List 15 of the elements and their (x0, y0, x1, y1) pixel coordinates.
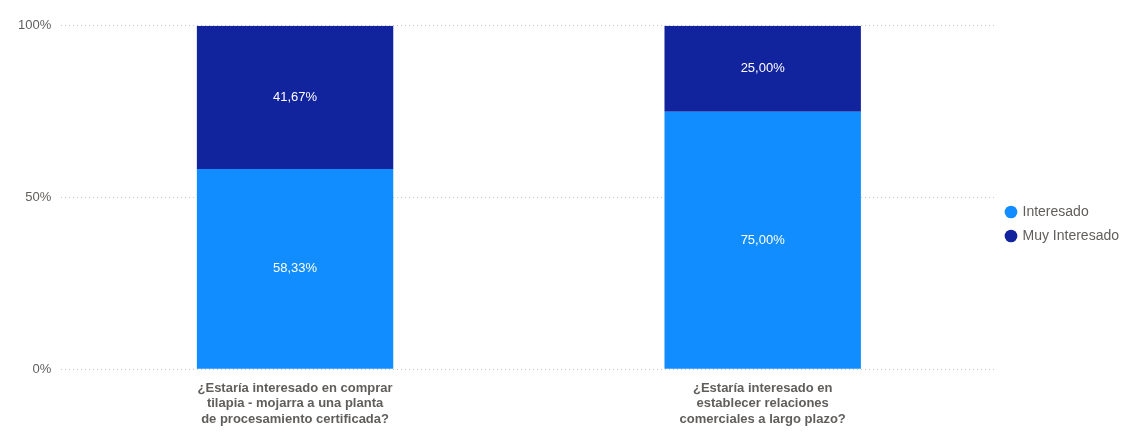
x-tick-label: ¿Estaría interesado en establecer relaciones comerciales a largo plazo? (679, 379, 846, 426)
y-tick-label: 0% (32, 360, 52, 376)
data-label: 41,67% (273, 88, 318, 104)
y-tick-label: 50% (25, 189, 52, 205)
bar (196, 168, 394, 369)
data-label: 75,00% (740, 231, 786, 247)
legend-label: Interesado (1022, 202, 1089, 219)
data-label: 58,33% (273, 260, 318, 276)
bar (196, 25, 394, 169)
bar (664, 111, 861, 369)
legend-label: Muy Interesado (1022, 226, 1120, 243)
bar (664, 25, 861, 112)
data-label: 25,00% (740, 60, 786, 76)
x-tick-label: ¿Estaría interesado en comprar tilapia - mojarra a una planta de procesamiento certificada? (197, 379, 393, 426)
y-tick-label: 100% (18, 17, 52, 33)
